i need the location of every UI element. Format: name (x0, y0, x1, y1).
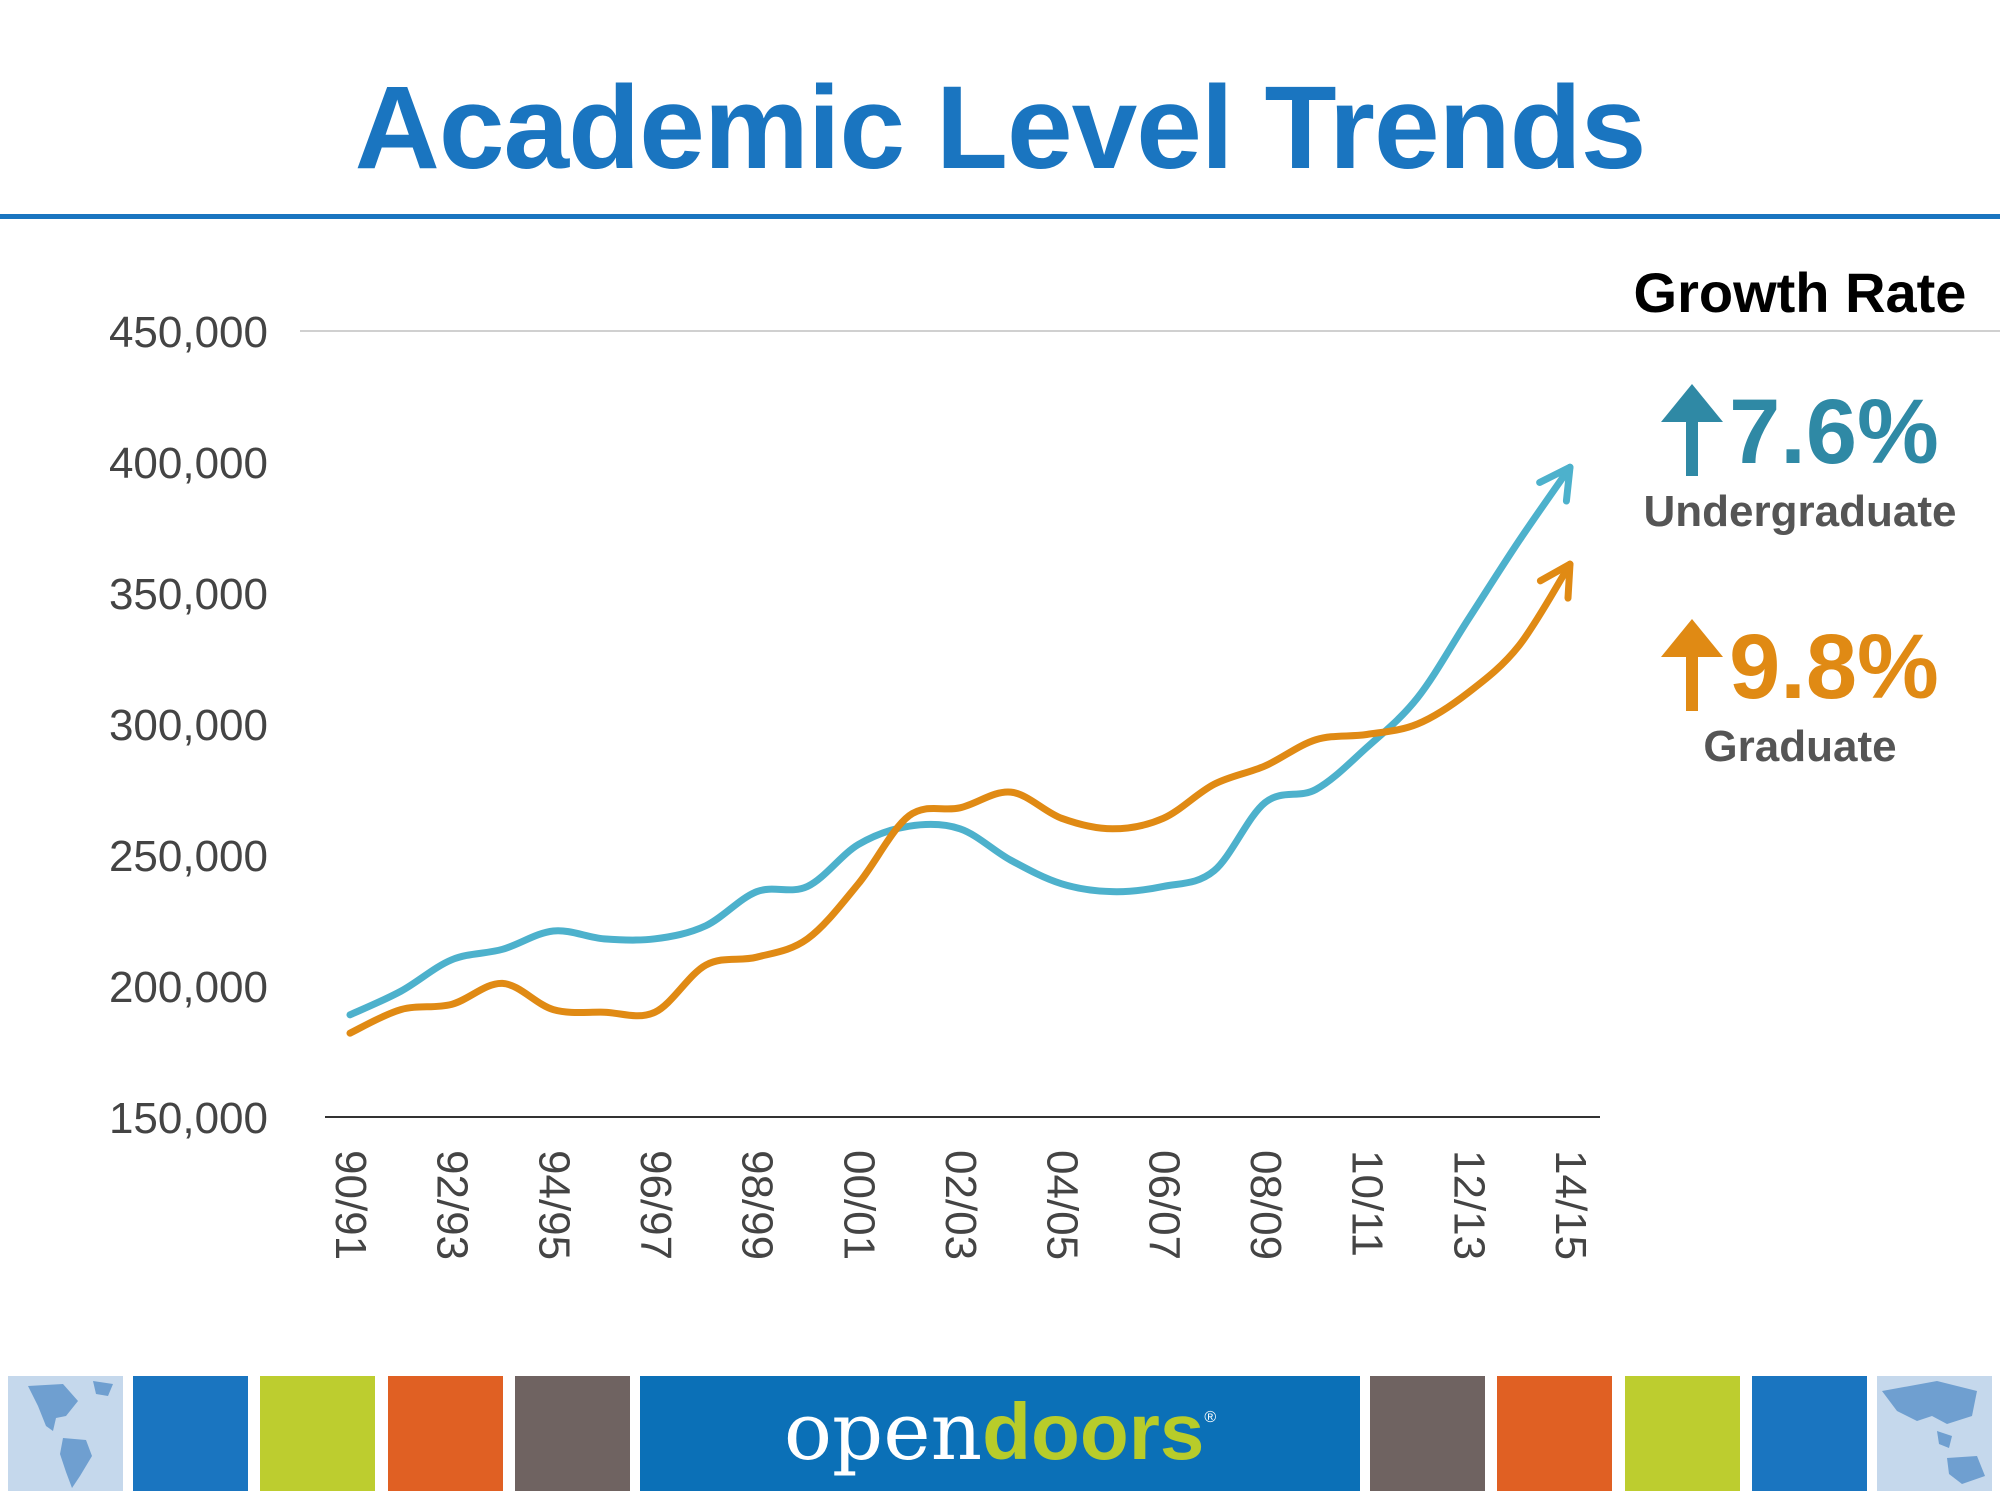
data-point-graduate (855, 881, 861, 887)
x-tick-label: 98/99 (733, 1150, 782, 1260)
data-point-undergraduate (1313, 787, 1319, 793)
data-point-graduate (1516, 642, 1522, 648)
x-tick-label: 04/05 (1038, 1150, 1087, 1260)
arrow-up-icon (1661, 619, 1724, 716)
color-tile (260, 1376, 375, 1491)
data-point-undergraduate (1110, 889, 1116, 895)
undergraduate-growth-label: Undergraduate (1643, 487, 1957, 536)
data-point-undergraduate (1059, 881, 1065, 887)
x-tick-label: 96/97 (631, 1150, 680, 1260)
data-point-undergraduate (1211, 868, 1217, 874)
data-point-undergraduate (906, 823, 912, 829)
color-tile (1497, 1376, 1612, 1491)
data-point-undergraduate (805, 883, 811, 889)
color-tile (133, 1376, 248, 1491)
data-point-undergraduate (1262, 800, 1268, 806)
undergraduate-growth-stat: 7.6% Undergraduate (1600, 380, 2000, 537)
data-point-undergraduate (1364, 745, 1370, 751)
data-point-undergraduate (957, 826, 963, 832)
y-tick-label: 300,000 (109, 701, 268, 750)
data-point-graduate (1211, 781, 1217, 787)
data-point-graduate (906, 813, 912, 819)
line-chart: 150,000 200,000 250,000 300,000 350,000 400,0… (109, 308, 2000, 1260)
data-point-graduate (347, 1030, 353, 1036)
data-point-graduate (652, 1009, 658, 1015)
data-point-graduate (1110, 826, 1116, 832)
data-point-undergraduate (449, 957, 455, 963)
data-point-undergraduate (550, 928, 556, 934)
series-line-graduate (346, 560, 1574, 1037)
color-tile (1752, 1376, 1867, 1491)
page-title: Academic Level Trends (354, 62, 1647, 194)
series-arrowhead-graduate (1536, 560, 1574, 602)
color-tile (1625, 1376, 1740, 1491)
x-tick-label: 94/95 (529, 1150, 578, 1260)
x-tick-label: 00/01 (834, 1150, 883, 1260)
y-tick-label: 450,000 (109, 308, 268, 357)
x-tick-label: 92/93 (428, 1150, 477, 1260)
y-tick-label: 400,000 (109, 439, 268, 488)
x-tick-label: 08/09 (1241, 1150, 1290, 1260)
series-line-undergraduate (346, 463, 1574, 1019)
data-point-graduate (1262, 763, 1268, 769)
color-tile (1370, 1376, 1485, 1491)
data-point-graduate (449, 1001, 455, 1007)
data-point-graduate (703, 962, 709, 968)
x-tick-label: 90/91 (326, 1150, 375, 1260)
data-point-undergraduate (652, 936, 658, 942)
data-point-undergraduate (1160, 883, 1166, 889)
data-point-undergraduate (1008, 857, 1014, 863)
data-point-undergraduate (500, 946, 506, 952)
undergraduate-growth-value: 7.6% (1729, 381, 1939, 483)
x-tick-label: 06/07 (1139, 1150, 1188, 1260)
data-point-undergraduate (1415, 695, 1421, 701)
graduate-growth-stat: 9.8% Graduate (1600, 615, 2000, 772)
data-point-undergraduate (1567, 464, 1573, 470)
x-tick-label: 14/15 (1546, 1150, 1595, 1260)
y-tick-label: 350,000 (109, 570, 268, 619)
x-tick-label: 10/11 (1343, 1150, 1392, 1257)
data-point-graduate (1364, 731, 1370, 737)
data-point-graduate (805, 936, 811, 942)
data-point-graduate (550, 1007, 556, 1013)
data-point-graduate (1313, 737, 1319, 743)
data-point-graduate (1465, 690, 1471, 696)
data-point-graduate (1567, 561, 1573, 567)
x-tick-label: 02/03 (936, 1150, 985, 1260)
data-point-undergraduate (703, 923, 709, 929)
color-tile (388, 1376, 503, 1491)
data-point-undergraduate (398, 988, 404, 994)
data-point-undergraduate (1465, 616, 1471, 622)
x-tick-label: 12/13 (1444, 1150, 1493, 1260)
y-tick-label: 200,000 (109, 963, 268, 1012)
data-point-undergraduate (601, 936, 607, 942)
data-point-undergraduate (855, 842, 861, 848)
graduate-growth-value: 9.8% (1729, 616, 1939, 718)
growth-rate-heading: Growth Rate (1633, 261, 1967, 324)
data-point-undergraduate (754, 889, 760, 895)
data-point-graduate (957, 805, 963, 811)
arrow-up-icon (1661, 384, 1724, 481)
data-point-graduate (754, 954, 760, 960)
data-point-graduate (1059, 815, 1065, 821)
footer-banner: opendoors® (0, 1376, 2000, 1491)
opendoors-logo: opendoors® (640, 1376, 1360, 1491)
world-map-asia (1877, 1376, 1992, 1491)
data-point-graduate (1415, 721, 1421, 727)
data-point-graduate (500, 980, 506, 986)
data-point-graduate (1160, 815, 1166, 821)
color-tile (515, 1376, 630, 1491)
world-map-americas (8, 1376, 123, 1491)
y-tick-label: 250,000 (109, 832, 268, 881)
data-point-graduate (398, 1007, 404, 1013)
series-arrowhead-undergraduate (1536, 463, 1574, 505)
y-tick-label: 150,000 (109, 1094, 268, 1143)
data-point-undergraduate (1516, 538, 1522, 544)
data-point-graduate (601, 1009, 607, 1015)
title-divider (0, 214, 2000, 219)
data-point-undergraduate (347, 1012, 353, 1018)
graduate-growth-label: Graduate (1703, 722, 1897, 771)
data-point-graduate (1008, 789, 1014, 795)
